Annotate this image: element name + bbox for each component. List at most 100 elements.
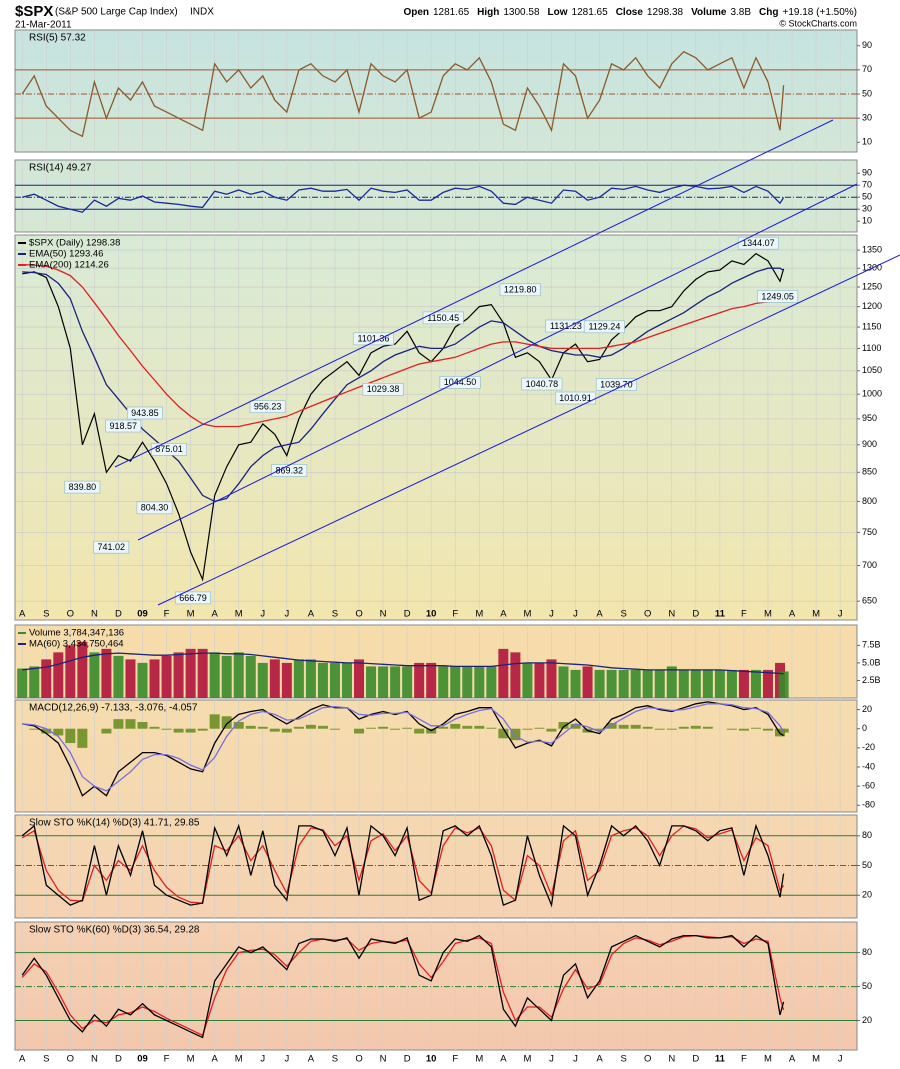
bar [125, 719, 136, 729]
y-tick-label: 650 [862, 596, 877, 606]
bar [233, 722, 244, 729]
annotation-box [499, 283, 541, 297]
bar [197, 648, 208, 698]
bar [281, 662, 292, 698]
bar [630, 724, 641, 729]
annotation-label: 1040.78 [526, 379, 559, 389]
annotation-label: 1039.70 [600, 379, 633, 389]
bar [101, 648, 112, 698]
x-tick-label: A [789, 1054, 796, 1065]
bar [618, 669, 629, 698]
stat-value: +19.18 (+1.50%) [783, 7, 858, 18]
bar [89, 652, 100, 698]
x-tick-label: J [260, 1054, 265, 1065]
legend-entry: MA(60) 3,434,750,464 [29, 639, 124, 650]
annotation-box [521, 377, 563, 391]
x-tick-label: M [764, 1054, 772, 1065]
series-line [22, 267, 784, 503]
y-tick-label: 50 [862, 88, 872, 98]
y-tick-label: 2.5B [862, 675, 881, 685]
x-tick-label: M [764, 609, 772, 620]
bar [329, 728, 340, 730]
y-tick-label: 1150 [862, 321, 881, 331]
x-tick-label: D [692, 609, 699, 620]
bar [305, 659, 316, 698]
bar [642, 726, 653, 729]
annotation-label: 918.57 [109, 421, 137, 431]
x-tick-label: M [812, 609, 820, 620]
x-tick-label: M [235, 1054, 243, 1065]
bar [41, 728, 52, 734]
series-line [22, 703, 785, 792]
stat-label: Low [548, 7, 568, 18]
x-tick-label: A [308, 1054, 315, 1065]
bar [522, 662, 533, 698]
series-line [22, 701, 784, 797]
annotation-box [175, 591, 211, 605]
y-tick-label: 950 [862, 413, 877, 423]
y-tick-label: 1350 [862, 244, 882, 254]
x-tick-label: O [355, 609, 362, 620]
bar [558, 666, 569, 698]
bar [257, 726, 268, 729]
bar [498, 648, 509, 698]
y-tick-label: 50 [862, 192, 872, 202]
x-tick-label: A [789, 609, 796, 620]
bar [402, 666, 413, 698]
bar [486, 727, 497, 729]
x-tick-label: S [43, 1054, 49, 1065]
bar [317, 662, 328, 698]
x-tick-label: A [596, 609, 603, 620]
panel-title: RSI(14) 49.27 [29, 163, 92, 174]
series-line [21, 50, 785, 138]
bar [762, 669, 773, 698]
x-tick-label: D [404, 609, 411, 620]
bar [65, 728, 76, 744]
x-tick-label: N [91, 609, 98, 620]
x-tick-label: M [235, 609, 243, 620]
bar [534, 727, 545, 729]
bar [726, 669, 737, 698]
x-tick-label: A [500, 1054, 507, 1065]
bar [510, 652, 521, 698]
bar [666, 728, 677, 730]
x-tick-label: N [668, 1054, 675, 1065]
x-tick-label: S [332, 609, 338, 620]
annotation-label: 1150.45 [427, 313, 459, 323]
x-tick-label: A [19, 1054, 26, 1065]
bar [690, 725, 701, 729]
bar [606, 669, 617, 698]
bar [173, 728, 184, 733]
panel-title: Slow STO %K(14) %D(3) 41.71, 29.85 [29, 818, 200, 829]
bar [209, 714, 220, 729]
bar [402, 727, 413, 729]
y-tick-label: 10 [862, 216, 872, 226]
bar [414, 728, 425, 734]
bar [594, 669, 605, 698]
bar [41, 659, 52, 698]
y-tick-label: 5.0B [862, 657, 881, 667]
x-tick-label: A [308, 609, 315, 620]
x-tick-label: S [620, 1054, 626, 1065]
x-tick-label: S [43, 609, 49, 620]
bar [738, 669, 749, 698]
y-tick-label: -80 [862, 800, 875, 810]
exchange: INDX [190, 7, 214, 18]
y-tick-label: 80 [862, 830, 872, 840]
annotation-label: 1219.80 [504, 285, 537, 295]
annotation-box [136, 501, 173, 515]
bar [534, 662, 545, 698]
panel-background [14, 699, 858, 813]
series-line [22, 252, 785, 582]
y-tick-label: 20 [862, 704, 872, 714]
annotation-box [595, 378, 637, 391]
y-tick-label: 0 [862, 723, 867, 733]
bar [257, 662, 268, 698]
x-tick-label: A [596, 1054, 603, 1065]
annotation-label: 1129.24 [588, 322, 620, 332]
annotation-label: 875.01 [155, 444, 183, 454]
panel-background [14, 921, 858, 1051]
stat-value: 1281.65 [433, 7, 470, 18]
bar [618, 724, 629, 729]
y-tick-label: 90 [862, 168, 872, 178]
